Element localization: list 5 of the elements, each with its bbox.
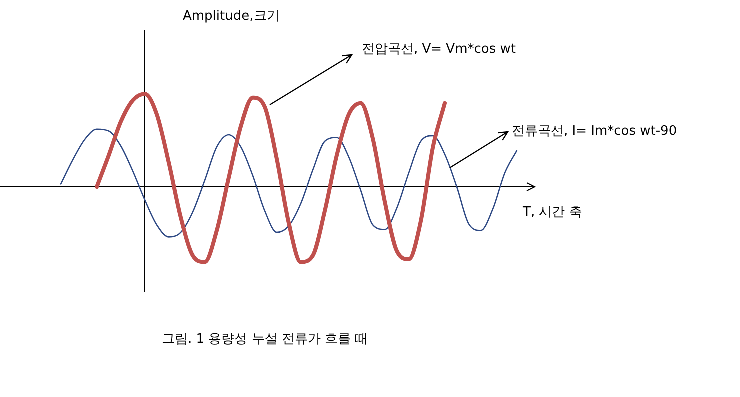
text: 그림. 1 용량성 누설 전류가 흐를 때 xyxy=(162,331,368,348)
annotation: 전류곡선, I= Im*cos wt-90 xyxy=(512,123,678,140)
text: 전압곡선, V= Vm*cos wt xyxy=(362,41,516,58)
text: Amplitude,크기 xyxy=(183,8,280,25)
x-axis-title: T, 시간 축 xyxy=(523,204,582,221)
